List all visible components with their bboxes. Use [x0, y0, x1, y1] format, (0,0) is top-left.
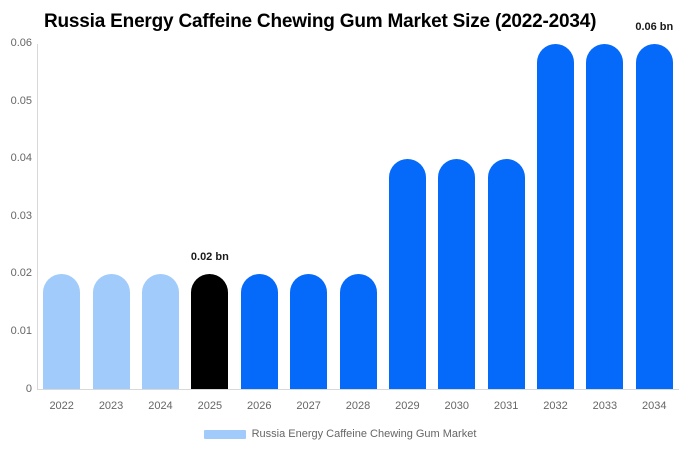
y-tick-label: 0.06 — [10, 37, 32, 49]
x-tick-label: 2022 — [49, 400, 74, 412]
legend-swatch — [203, 429, 246, 439]
y-axis-line — [37, 43, 38, 389]
bar-2026[interactable] — [240, 273, 278, 389]
bar-2024[interactable] — [141, 273, 179, 389]
y-tick-label: 0.05 — [10, 94, 32, 107]
x-tick-label: 2028 — [345, 400, 371, 412]
y-tick-label: 0.04 — [10, 152, 32, 165]
x-tick-label: 2034 — [642, 400, 667, 412]
y-tick-label: 0.01 — [10, 324, 32, 337]
y-tick-label: 0.02 — [10, 267, 32, 280]
bar-2023[interactable] — [92, 273, 130, 389]
legend-item[interactable]: Russia Energy Caffeine Chewing Gum Marke… — [0, 426, 680, 442]
bar-2027[interactable] — [290, 273, 328, 389]
x-tick-label: 2023 — [98, 400, 124, 412]
x-tick-label: 2025 — [197, 400, 223, 412]
bar-2029[interactable] — [388, 158, 426, 389]
bar-2032[interactable] — [537, 43, 575, 389]
y-tick-label: 0 — [25, 382, 32, 395]
bar-2030[interactable] — [438, 158, 476, 389]
bar-2033[interactable] — [586, 43, 624, 389]
x-tick-label: 2033 — [592, 400, 618, 412]
y-tick-label: 0.03 — [10, 209, 32, 222]
x-tick-label: 2032 — [543, 400, 568, 412]
bar-2034[interactable] — [635, 43, 673, 389]
bar-value-label: 0.06 bn — [635, 20, 674, 33]
x-tick-label: 2026 — [246, 400, 272, 412]
x-tick-label: 2029 — [395, 400, 420, 412]
bar-value-label: 0.02 bn — [190, 250, 229, 263]
bar-2025[interactable] — [191, 273, 229, 389]
x-tick-label: 2031 — [493, 400, 519, 412]
x-tick-label: 2027 — [296, 400, 321, 412]
x-axis-baseline — [37, 389, 679, 390]
bar-2022[interactable] — [43, 273, 81, 389]
x-tick-label: 2030 — [444, 400, 469, 412]
bar-2028[interactable] — [339, 273, 377, 389]
bar-2031[interactable] — [487, 158, 525, 389]
x-tick-label: 2024 — [148, 400, 173, 412]
legend-label: Russia Energy Caffeine Chewing Gum Marke… — [251, 428, 477, 440]
chart-title: Russia Energy Caffeine Chewing Gum Marke… — [44, 11, 597, 32]
